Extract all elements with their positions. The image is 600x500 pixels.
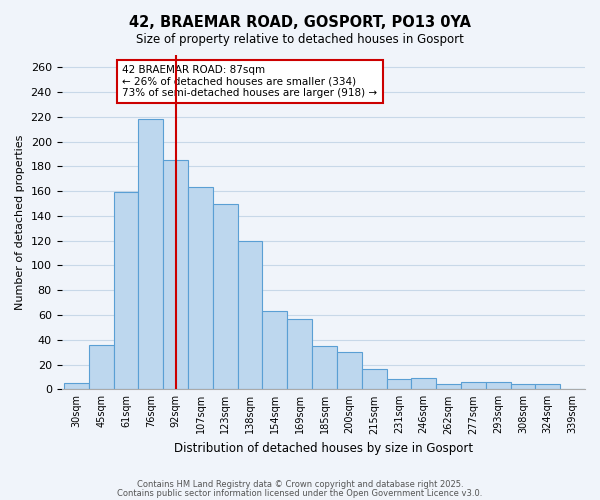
Bar (139, 120, 163, 390)
Bar (64, 383, 89, 390)
Bar (89, 344, 113, 390)
Bar (535, 384, 560, 390)
Bar (287, 318, 312, 390)
Bar (238, 240, 262, 390)
Bar (436, 384, 461, 390)
Bar (412, 378, 436, 390)
Bar (362, 370, 386, 390)
Bar (163, 160, 188, 390)
Bar (213, 204, 238, 390)
Bar (188, 188, 213, 390)
Bar (511, 384, 535, 390)
Y-axis label: Number of detached properties: Number of detached properties (15, 134, 25, 310)
Text: Contains public sector information licensed under the Open Government Licence v3: Contains public sector information licen… (118, 488, 482, 498)
Bar (337, 352, 362, 390)
Text: 42, BRAEMAR ROAD, GOSPORT, PO13 0YA: 42, BRAEMAR ROAD, GOSPORT, PO13 0YA (129, 15, 471, 30)
Text: Contains HM Land Registry data © Crown copyright and database right 2025.: Contains HM Land Registry data © Crown c… (137, 480, 463, 489)
Bar (486, 382, 511, 390)
Bar (312, 346, 337, 390)
X-axis label: Distribution of detached houses by size in Gosport: Distribution of detached houses by size … (174, 442, 473, 455)
Text: 42 BRAEMAR ROAD: 87sqm
← 26% of detached houses are smaller (334)
73% of semi-de: 42 BRAEMAR ROAD: 87sqm ← 26% of detached… (122, 65, 377, 98)
Bar (386, 380, 412, 390)
Bar (461, 382, 486, 390)
Bar (113, 192, 139, 390)
Text: Size of property relative to detached houses in Gosport: Size of property relative to detached ho… (136, 32, 464, 46)
Bar (262, 312, 287, 390)
